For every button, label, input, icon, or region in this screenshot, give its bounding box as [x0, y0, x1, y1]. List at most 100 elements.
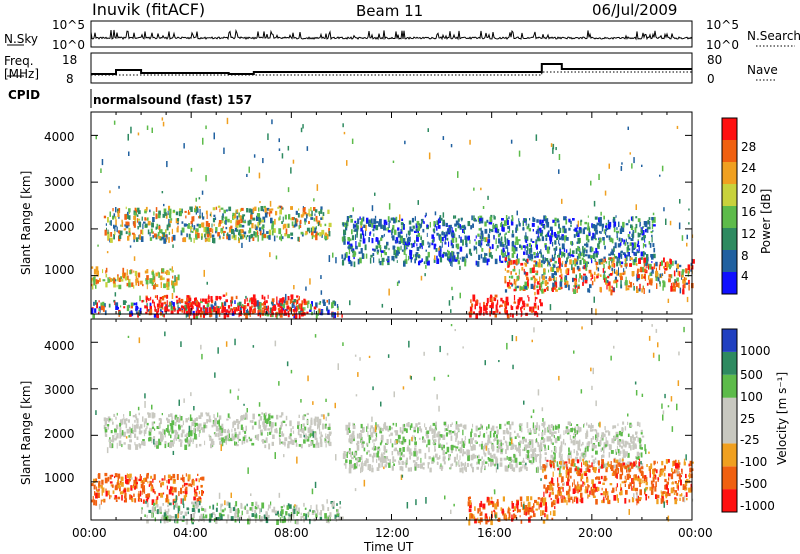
echo-cell	[160, 282, 162, 288]
echo-cell	[615, 451, 617, 455]
echo-cell	[415, 228, 418, 232]
echo-cell	[489, 452, 492, 456]
echo-cell	[367, 450, 370, 453]
echo-cell	[540, 282, 543, 288]
echo-cell	[182, 484, 184, 488]
echo-cell	[484, 228, 488, 234]
echo-cell	[188, 233, 191, 238]
echo-cell	[496, 446, 499, 449]
echo-cell	[267, 294, 269, 299]
echo-cell	[182, 491, 185, 494]
echo-cell	[573, 289, 577, 294]
echo-cell	[336, 512, 339, 516]
echo-cell	[271, 220, 275, 227]
echo-cell	[325, 443, 327, 448]
echo-cell	[259, 507, 261, 514]
echo-cell	[636, 249, 638, 253]
echo-cell	[146, 495, 149, 502]
echo-cell	[231, 235, 234, 239]
echo-cell	[672, 282, 676, 288]
echo-cell	[527, 280, 529, 287]
echo-cell	[348, 438, 352, 443]
echo-cell	[567, 429, 570, 433]
echo-cell	[438, 438, 440, 445]
echo-cell	[498, 238, 501, 244]
echo-cell	[280, 303, 283, 307]
echo-cell	[283, 515, 285, 520]
echo-cell	[457, 427, 460, 432]
echo-cell	[546, 246, 549, 252]
echo-cell	[163, 313, 165, 318]
echo-cell	[236, 220, 239, 226]
echo-cell	[537, 225, 539, 229]
echo-cell	[599, 274, 602, 277]
echo-cell	[583, 251, 585, 258]
echo-cell	[217, 412, 219, 418]
echo-cell	[605, 437, 607, 442]
echo-cell	[375, 237, 379, 242]
echo-cell	[250, 233, 254, 239]
echo-cell	[573, 449, 575, 454]
echo-cell	[535, 241, 537, 248]
echo-cell	[383, 445, 386, 452]
echo-cell	[655, 261, 658, 267]
echo-cell	[470, 299, 472, 304]
echo-cell	[565, 426, 569, 432]
echo-cell	[218, 296, 221, 299]
echo-cell	[601, 226, 604, 232]
echo-cell	[454, 430, 456, 436]
echo-cell	[152, 280, 155, 283]
echo-cell	[347, 246, 350, 249]
echo-cell	[557, 466, 560, 469]
echo-cell	[529, 306, 532, 312]
echo-cell	[529, 441, 531, 445]
echo-cell	[625, 441, 629, 445]
echo-cell	[244, 434, 247, 439]
echo-cell	[591, 259, 593, 264]
echo-cell	[412, 242, 415, 248]
echo-speck	[552, 143, 555, 150]
echo-cell	[455, 237, 458, 243]
echo-cell	[119, 426, 122, 433]
echo-cell	[504, 276, 507, 281]
echo-cell	[391, 465, 394, 471]
echo-cell	[505, 251, 507, 257]
echo-cell	[387, 227, 389, 232]
echo-cell	[130, 428, 133, 434]
echo-cell	[173, 306, 176, 310]
echo-cell	[148, 298, 150, 301]
echo-cell	[289, 298, 292, 305]
echo-cell	[376, 249, 379, 253]
echo-cell	[135, 305, 139, 311]
echo-cell	[506, 242, 508, 247]
echo-cell	[167, 210, 169, 216]
echo-cell	[299, 296, 300, 300]
echo-cell	[123, 431, 126, 438]
echo-cell	[263, 418, 266, 423]
echo-cell	[391, 227, 394, 234]
echo-cell	[307, 427, 311, 433]
echo-cell	[160, 281, 162, 285]
echo-cell	[511, 283, 513, 287]
echo-cell	[327, 309, 330, 315]
echo-cell	[178, 491, 180, 497]
echo-cell	[566, 257, 568, 263]
echo-cell	[102, 306, 105, 312]
echo-cell	[116, 412, 118, 416]
echo-cell	[636, 435, 638, 438]
echo-cell	[594, 216, 598, 220]
echo-cell	[379, 218, 382, 225]
echo-cell	[218, 512, 222, 518]
echo-cell	[119, 419, 123, 425]
echo-cell	[598, 466, 601, 470]
echo-cell	[146, 306, 148, 312]
echo-speck	[534, 291, 536, 296]
echo-cell	[184, 210, 187, 213]
echo-cell	[526, 236, 529, 241]
echo-cell	[175, 276, 179, 280]
echo-cell	[554, 260, 557, 264]
echo-cell	[556, 218, 559, 221]
echo-cell	[91, 266, 94, 269]
echo-cell	[423, 440, 425, 443]
echo-cell	[163, 515, 167, 521]
